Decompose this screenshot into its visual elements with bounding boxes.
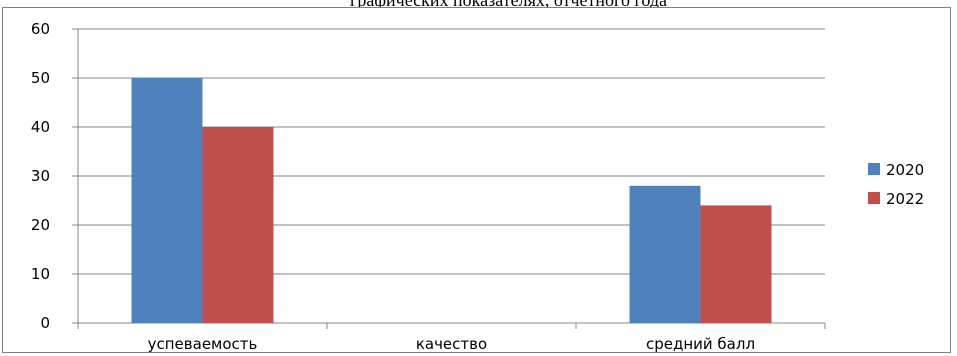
y-tick-label: 10 <box>31 265 50 283</box>
x-tick-label: средний балл <box>646 335 755 353</box>
tick-labels: 0 10 20 30 40 50 60 успеваемость качество средний… <box>31 20 755 353</box>
bar-2022-2 <box>700 205 772 323</box>
bar-2020-0 <box>131 78 203 323</box>
x-tick-label: успеваемость <box>148 335 258 353</box>
y-tick-label: 0 <box>40 314 50 332</box>
legend-swatch-2022 <box>868 192 880 204</box>
y-tick-label: 40 <box>31 118 50 136</box>
bar-2022-0 <box>202 127 274 323</box>
y-tick-label: 30 <box>31 167 50 185</box>
bar-2020-2 <box>629 185 701 323</box>
y-tick-label: 60 <box>31 20 50 38</box>
header-text-fragment: графических показателях, отчетного года <box>350 0 668 10</box>
y-tick-label: 20 <box>31 216 50 234</box>
legend-swatch-2020 <box>868 163 880 175</box>
legend: 2020 2022 <box>868 161 924 208</box>
legend-label-2020: 2020 <box>886 161 924 179</box>
bars <box>131 78 772 323</box>
y-tick-label: 50 <box>31 69 50 87</box>
legend-label-2022: 2022 <box>886 190 924 208</box>
x-tick-label: качество <box>416 335 487 353</box>
